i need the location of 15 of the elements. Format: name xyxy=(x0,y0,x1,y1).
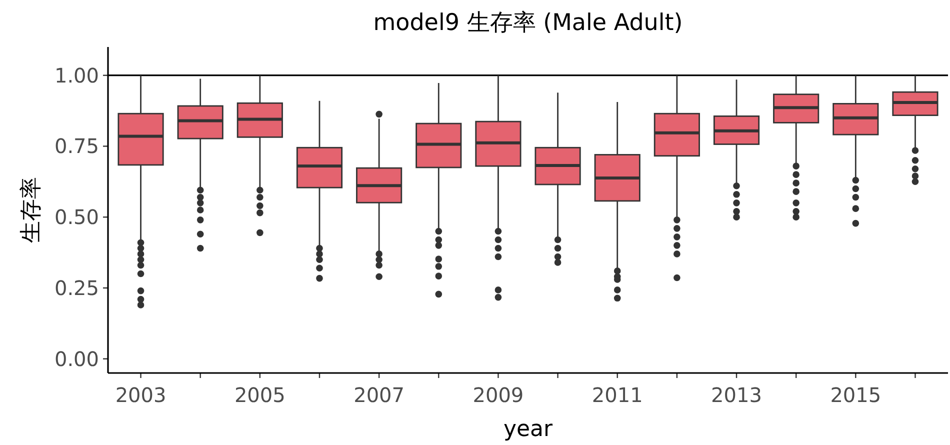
chart-title: model9 生存率 (Male Adult) xyxy=(373,10,683,36)
y-tick-label: 0.50 xyxy=(54,205,99,230)
y-tick-label: 0.25 xyxy=(54,276,99,300)
y-axis-title: 生存率 xyxy=(19,177,44,243)
y-tick-label: 1.00 xyxy=(54,63,99,88)
x-tick-label: 2005 xyxy=(234,383,286,407)
x-tick-label: 2009 xyxy=(472,383,524,407)
x-tick-label: 2013 xyxy=(711,383,762,407)
x-tick-label: 2011 xyxy=(592,383,643,407)
x-tick-label: 2015 xyxy=(830,383,882,407)
x-tick-label: 2007 xyxy=(354,383,405,407)
y-tick-label: 0.00 xyxy=(54,346,99,371)
x-axis-title: year xyxy=(503,417,554,442)
y-tick-label: 0.75 xyxy=(54,134,99,158)
x-tick-label: 2003 xyxy=(115,383,166,407)
